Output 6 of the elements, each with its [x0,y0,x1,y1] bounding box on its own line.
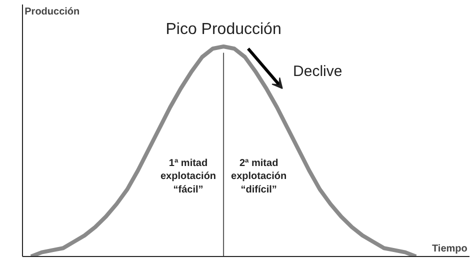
x-axis-title: Tiempo [432,243,468,254]
annotation: 1ª mitad explotación “fácil” [160,158,216,196]
y-axis-title: Producción [24,6,80,18]
annotation: 2ª mitad explotación “difícil” [231,158,287,196]
annotation: Declive [293,63,342,80]
text: Pico Producción [166,21,282,38]
